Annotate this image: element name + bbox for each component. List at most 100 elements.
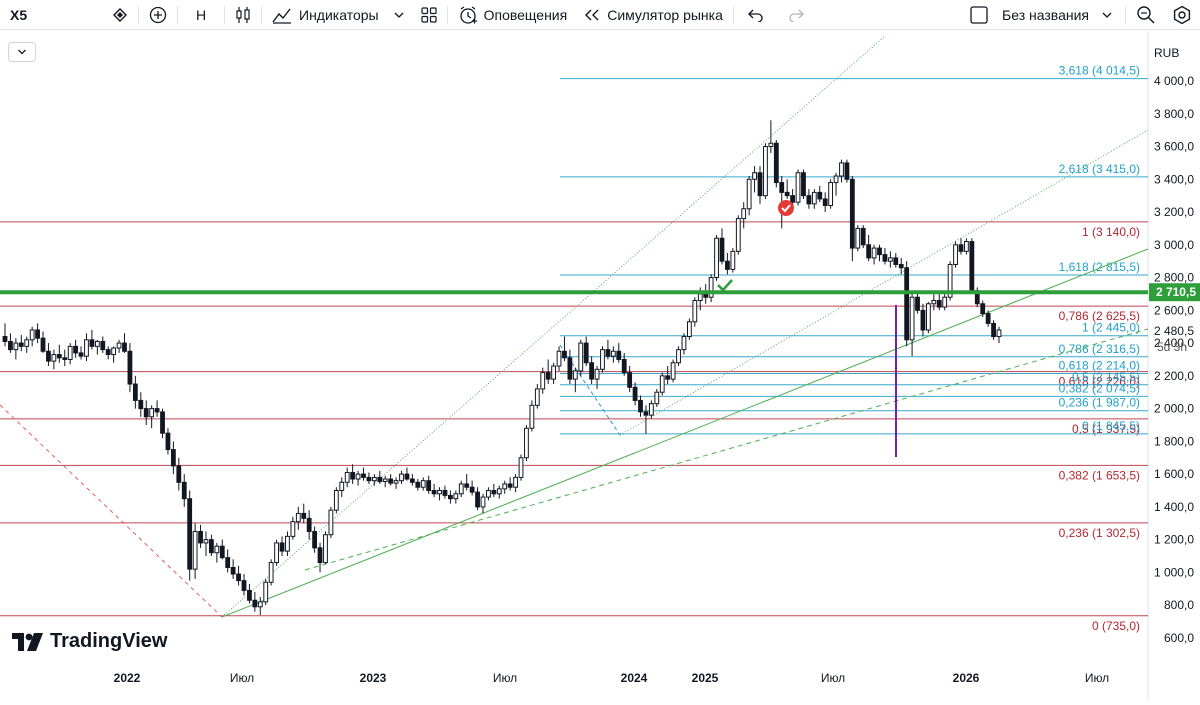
candle-body — [676, 349, 681, 364]
candle-body — [714, 237, 719, 279]
candle-body — [540, 372, 546, 390]
candle-body — [589, 362, 595, 380]
y-tick-label: 2 400,0 — [1154, 336, 1194, 350]
y-tick-label: 3 000,0 — [1154, 238, 1194, 252]
candle-body — [192, 530, 198, 570]
price-chart[interactable]: 4 000,0 3 800,0 3 600,0 3 400,0 3 200,0 3 000… — [0, 31, 1200, 700]
divider — [732, 5, 734, 24]
fib-small-label: 1,618 (2 815,5) — [1059, 260, 1140, 274]
settings-button[interactable] — [1164, 0, 1200, 30]
undo-icon — [747, 9, 763, 22]
fib-large-label: 0,382 (1 653,5) — [1059, 468, 1140, 482]
redo-button[interactable] — [776, 0, 816, 30]
candle-body — [437, 490, 442, 495]
candle-body — [29, 329, 35, 341]
last-price-label: 2 710,5 — [1156, 285, 1196, 299]
layout-name: Без названия — [1002, 6, 1089, 23]
tradingview-logo[interactable]: TradingView — [12, 630, 167, 653]
candle-body — [654, 391, 660, 405]
chart-area[interactable]: 4 000,0 3 800,0 3 600,0 3 400,0 3 200,0 3 000… — [0, 31, 1200, 700]
y-tick-label: 1 200,0 — [1154, 533, 1194, 547]
candle-body — [491, 490, 497, 495]
y-tick-label: 3 400,0 — [1154, 172, 1194, 186]
candle-body — [790, 195, 795, 203]
candle-body — [94, 340, 100, 347]
candle-body — [13, 342, 19, 351]
candle-body — [138, 399, 144, 410]
templates-button[interactable] — [413, 0, 445, 30]
candle-body — [768, 142, 774, 148]
interval-button[interactable]: Н — [180, 0, 222, 30]
x-tick-label: Июл — [1085, 671, 1109, 685]
candle-body — [464, 483, 470, 488]
candle-body — [100, 340, 106, 351]
flag-button[interactable] — [104, 0, 136, 30]
fib-large-label: 1 (3 140,0) — [1082, 225, 1140, 239]
fib-small-label: 0,5 (2 145,5) — [1072, 370, 1140, 384]
chart-type-button[interactable] — [227, 0, 259, 30]
candle-body — [8, 340, 13, 351]
settings-icon — [1173, 5, 1191, 24]
layout-button[interactable]: Без названия — [962, 0, 1123, 30]
candle-body — [263, 581, 269, 603]
candle-body — [350, 471, 356, 480]
candle-body — [562, 350, 567, 359]
y-tick-label: 2 200,0 — [1154, 369, 1194, 383]
candle-body — [67, 345, 73, 360]
candle-body — [165, 432, 171, 451]
candle-body — [670, 362, 676, 380]
candle-body — [301, 512, 307, 519]
alerts-button[interactable]: Оповещения — [450, 0, 576, 30]
x-tick-label: Июл — [230, 671, 254, 685]
quick-search-button[interactable] — [1128, 0, 1164, 30]
y-tick-label: 1 000,0 — [1154, 565, 1194, 579]
compare-add-button[interactable] — [141, 0, 175, 30]
fib-small-label: 0,236 (1 987,0) — [1059, 396, 1140, 410]
candle-body — [447, 494, 453, 500]
collapse-legend-button[interactable] — [8, 42, 36, 62]
flag-icon — [113, 7, 127, 22]
candle-body — [969, 241, 975, 292]
candle-body — [198, 530, 203, 544]
candle-body — [176, 465, 182, 483]
candle-body — [116, 342, 122, 349]
candle-body — [502, 483, 508, 490]
candle-body — [877, 247, 882, 256]
target-marker-icon — [778, 200, 794, 216]
candle-body — [393, 480, 399, 484]
symbol-search-button[interactable]: X5 — [0, 0, 104, 30]
candle-body — [333, 490, 339, 511]
candle-body — [203, 539, 209, 544]
x-tick-label: 2026 — [953, 671, 980, 685]
candle-body — [306, 517, 312, 532]
undo-button[interactable] — [736, 0, 776, 30]
search-icon — [1137, 5, 1155, 23]
candle-body — [871, 247, 877, 259]
candle-body — [453, 493, 459, 500]
candle-body — [898, 263, 904, 269]
fib-small-label: 1 (2 445,0) — [1082, 321, 1140, 335]
indicators-button[interactable]: Индикаторы — [264, 0, 413, 30]
alerts-label: Оповещения — [483, 6, 568, 23]
y-tick-label: 1 400,0 — [1154, 500, 1194, 514]
check-marker-icon — [717, 279, 733, 292]
candle-body — [513, 476, 518, 488]
candle-body — [181, 481, 187, 500]
candle-body — [78, 352, 84, 357]
replay-button[interactable]: Симулятор рынка — [575, 0, 731, 30]
candle-body — [89, 339, 95, 347]
candle-body — [947, 263, 953, 298]
candle-body — [942, 296, 948, 308]
candle-body — [268, 562, 274, 583]
candle-body — [920, 309, 926, 331]
candle-body — [692, 299, 698, 323]
candle-body — [371, 476, 377, 482]
candle-body — [638, 399, 643, 413]
y-tick-label: 1 800,0 — [1154, 434, 1194, 448]
trendline-dotted-steep — [221, 35, 886, 618]
candle-body — [426, 480, 432, 491]
candle-body — [844, 162, 850, 180]
candle-body — [632, 386, 638, 401]
interval-label: Н — [195, 6, 207, 23]
candle-body — [339, 481, 345, 491]
